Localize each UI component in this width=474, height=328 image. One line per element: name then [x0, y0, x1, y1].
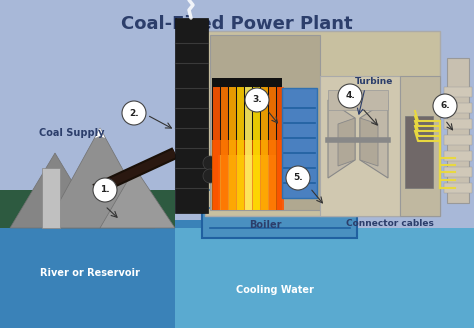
FancyBboxPatch shape [175, 228, 474, 328]
Polygon shape [328, 100, 355, 178]
Text: Turbine: Turbine [355, 77, 393, 87]
FancyBboxPatch shape [210, 35, 320, 210]
FancyBboxPatch shape [400, 76, 440, 216]
Text: Coal Supply: Coal Supply [39, 128, 105, 138]
Polygon shape [360, 118, 378, 166]
Circle shape [338, 84, 362, 108]
FancyBboxPatch shape [320, 76, 400, 216]
Polygon shape [95, 128, 105, 138]
Text: Connector cables: Connector cables [346, 219, 434, 229]
Circle shape [286, 166, 310, 190]
Text: River or Reservoir: River or Reservoir [40, 268, 140, 278]
Circle shape [203, 169, 217, 183]
Polygon shape [360, 100, 388, 178]
FancyBboxPatch shape [444, 183, 472, 193]
FancyBboxPatch shape [175, 18, 208, 213]
FancyBboxPatch shape [444, 167, 472, 177]
Circle shape [245, 88, 269, 112]
FancyBboxPatch shape [0, 220, 248, 328]
Polygon shape [100, 168, 175, 228]
FancyBboxPatch shape [328, 90, 388, 110]
FancyBboxPatch shape [444, 135, 472, 145]
FancyBboxPatch shape [212, 140, 282, 210]
FancyBboxPatch shape [444, 103, 472, 113]
FancyBboxPatch shape [444, 87, 472, 97]
FancyBboxPatch shape [405, 116, 433, 188]
FancyBboxPatch shape [212, 78, 282, 208]
Polygon shape [338, 118, 355, 166]
Text: Cooling Water: Cooling Water [236, 285, 314, 295]
Polygon shape [45, 128, 155, 228]
FancyBboxPatch shape [444, 151, 472, 161]
Text: 2.: 2. [129, 109, 139, 117]
FancyBboxPatch shape [282, 88, 317, 198]
Text: 5.: 5. [293, 174, 303, 182]
Circle shape [215, 156, 229, 170]
FancyBboxPatch shape [205, 31, 440, 216]
Circle shape [93, 178, 117, 202]
Circle shape [203, 156, 217, 170]
Circle shape [433, 94, 457, 118]
Text: 3.: 3. [252, 95, 262, 105]
Circle shape [215, 169, 229, 183]
Text: 1.: 1. [100, 186, 110, 195]
Text: Boiler: Boiler [249, 220, 281, 230]
FancyBboxPatch shape [218, 155, 276, 210]
FancyBboxPatch shape [447, 58, 469, 203]
Text: 4.: 4. [345, 92, 355, 100]
FancyBboxPatch shape [202, 158, 357, 238]
Polygon shape [10, 153, 100, 228]
Text: Coal-Fired Power Plant: Coal-Fired Power Plant [121, 15, 353, 33]
FancyBboxPatch shape [444, 119, 472, 129]
FancyBboxPatch shape [0, 190, 175, 228]
FancyBboxPatch shape [42, 168, 60, 228]
Circle shape [122, 101, 146, 125]
Text: 6.: 6. [440, 101, 450, 111]
